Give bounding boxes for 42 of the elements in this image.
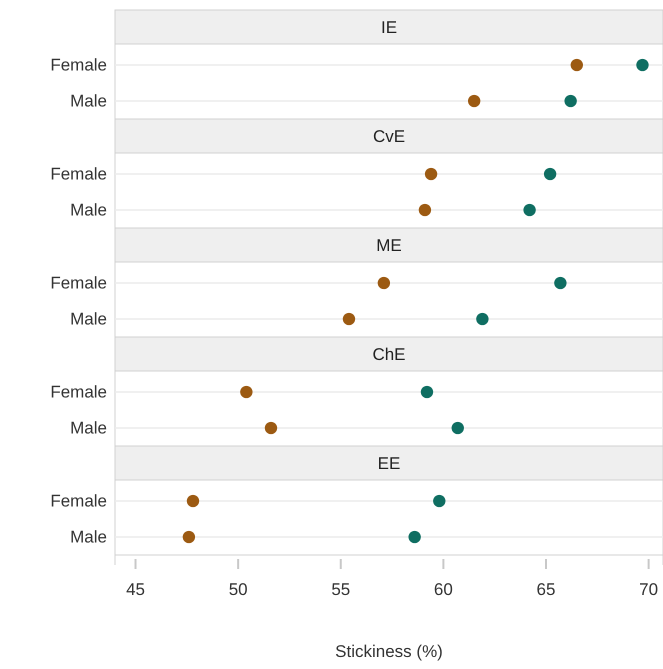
point bbox=[433, 494, 446, 508]
x-tick-label: 50 bbox=[228, 580, 248, 600]
point bbox=[554, 276, 567, 290]
point bbox=[544, 168, 556, 180]
x-axis-title: Stickiness (%) bbox=[335, 642, 443, 661]
y-tick-label: Male bbox=[70, 200, 107, 220]
y-tick-label: Male bbox=[70, 309, 107, 328]
point bbox=[182, 530, 196, 544]
y-tick-label: Female bbox=[50, 382, 107, 402]
chart-title: EE bbox=[378, 454, 400, 473]
point bbox=[378, 276, 390, 290]
y-tick-label: Female bbox=[50, 273, 107, 292]
x-tick-label: 45 bbox=[126, 580, 145, 600]
point bbox=[420, 386, 434, 398]
y-tick-label: Female bbox=[50, 491, 107, 510]
point bbox=[342, 312, 356, 326]
point bbox=[240, 386, 253, 398]
point bbox=[424, 168, 438, 180]
x-tick-label: 65 bbox=[536, 580, 556, 600]
y-tick-label: Female bbox=[50, 55, 107, 74]
point bbox=[570, 58, 583, 72]
point bbox=[468, 94, 480, 108]
y-tick-label: Female bbox=[50, 164, 107, 184]
x-tick-label: 55 bbox=[331, 580, 350, 600]
chart-title: ChE bbox=[372, 345, 406, 364]
point bbox=[418, 204, 432, 216]
x-tick-label: 70 bbox=[639, 580, 658, 600]
y-tick-label: Male bbox=[70, 418, 107, 438]
x-tick-label: 60 bbox=[434, 580, 453, 600]
chart-title: IE bbox=[380, 18, 398, 37]
y-tick-label: Male bbox=[70, 527, 107, 546]
y-tick-label: Male bbox=[70, 91, 107, 110]
point bbox=[523, 204, 536, 216]
chart-title: ME bbox=[376, 236, 402, 255]
point bbox=[636, 58, 649, 72]
point bbox=[564, 94, 577, 108]
point bbox=[452, 422, 464, 434]
chart-title: CvE bbox=[372, 127, 406, 146]
point bbox=[264, 422, 278, 434]
point bbox=[476, 312, 489, 326]
point bbox=[408, 530, 421, 544]
point bbox=[186, 494, 200, 508]
